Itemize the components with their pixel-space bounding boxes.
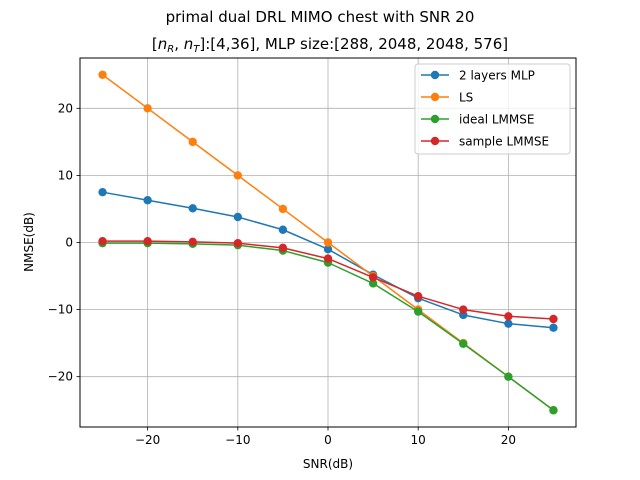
data-point-2-layers-mlp bbox=[278, 225, 288, 234]
legend-label: sample LMMSE bbox=[459, 135, 549, 149]
data-point-sample-lmmse bbox=[504, 312, 513, 321]
legend-entry-sample-lmmse: sample LMMSE bbox=[421, 135, 549, 149]
y-tick-label: 10 bbox=[58, 168, 73, 182]
data-point-sample-lmmse bbox=[368, 273, 378, 282]
data-point-sample-lmmse bbox=[278, 243, 288, 253]
data-point-sample-lmmse bbox=[323, 254, 333, 263]
data-point-ideal-lmmse bbox=[459, 339, 468, 349]
x-tick-label: 0 bbox=[324, 433, 332, 447]
data-point-2-layers-mlp bbox=[143, 196, 152, 205]
data-point-ls bbox=[233, 171, 243, 180]
y-tick-label: −20 bbox=[48, 370, 73, 384]
data-point-sample-lmmse bbox=[143, 236, 152, 246]
legend-label: LS bbox=[459, 91, 473, 105]
data-point-ls bbox=[98, 70, 107, 79]
legend-swatch-marker bbox=[430, 114, 440, 124]
data-point-2-layers-mlp bbox=[233, 212, 243, 222]
legend-label: 2 layers MLP bbox=[459, 69, 535, 83]
data-point-2-layers-mlp bbox=[98, 187, 107, 197]
data-point-sample-lmmse bbox=[549, 314, 558, 324]
y-tick-label: 0 bbox=[65, 236, 73, 250]
legend: 2 layers MLP LS ideal LMMSE sample LMMSE bbox=[414, 63, 571, 155]
legend-swatch-marker bbox=[430, 92, 440, 102]
data-point-2-layers-mlp bbox=[188, 204, 197, 213]
data-point-sample-lmmse bbox=[188, 237, 197, 247]
data-point-ideal-lmmse bbox=[368, 279, 378, 288]
data-point-sample-lmmse bbox=[459, 305, 468, 314]
data-point-ls bbox=[323, 238, 333, 247]
data-point-ideal-lmmse bbox=[413, 307, 423, 316]
x-axis-label: SNR(dB) bbox=[303, 457, 353, 471]
legend-label: ideal LMMSE bbox=[459, 113, 534, 127]
series-sample-lmmse bbox=[98, 236, 558, 324]
legend-entry-2-layers-mlp: 2 layers MLP bbox=[421, 69, 535, 83]
data-point-sample-lmmse bbox=[413, 291, 423, 301]
legend-swatch-marker bbox=[430, 70, 440, 80]
data-point-sample-lmmse bbox=[98, 236, 107, 246]
y-tick-label: −10 bbox=[48, 303, 73, 317]
legend-box bbox=[414, 63, 571, 155]
data-point-sample-lmmse bbox=[233, 238, 243, 248]
data-point-ideal-lmmse bbox=[549, 406, 558, 415]
x-tick-label: 10 bbox=[411, 433, 426, 447]
plot-series bbox=[98, 70, 558, 415]
legend-entry-ideal-lmmse: ideal LMMSE bbox=[421, 113, 534, 127]
data-point-2-layers-mlp bbox=[323, 245, 333, 254]
legend-entry-ls: LS bbox=[421, 91, 473, 105]
data-point-ideal-lmmse bbox=[504, 372, 513, 381]
data-point-2-layers-mlp bbox=[549, 323, 558, 332]
data-point-ls bbox=[278, 204, 288, 214]
data-point-ls bbox=[143, 104, 152, 113]
x-tick-label: −10 bbox=[225, 433, 250, 447]
y-tick-label: 20 bbox=[58, 101, 73, 115]
data-point-ls bbox=[188, 137, 197, 147]
axis-ticks: −20 −10 0 10 20 −20 −10 0 10 20 bbox=[48, 101, 516, 447]
chart-subtitle: [nR, nT]:[4,36], MLP size:[288, 2048, 20… bbox=[152, 35, 508, 55]
legend-swatch-marker bbox=[430, 136, 440, 146]
x-tick-label: 20 bbox=[501, 433, 516, 447]
chart-title: primal dual DRL MIMO chest with SNR 20 bbox=[166, 8, 475, 26]
x-tick-label: −20 bbox=[135, 433, 160, 447]
y-axis-label: NMSE(dB) bbox=[22, 212, 36, 272]
data-point-2-layers-mlp bbox=[504, 319, 513, 328]
